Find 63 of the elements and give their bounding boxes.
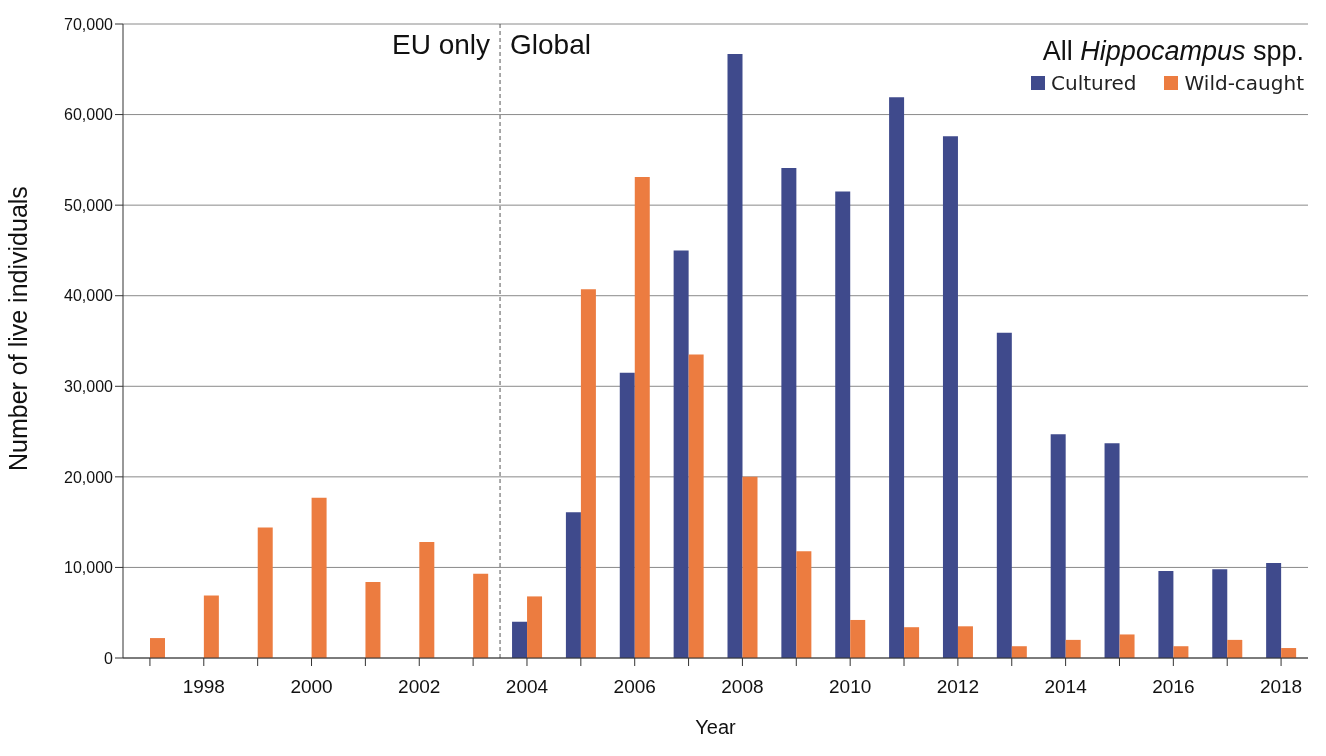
bar (1011, 646, 1027, 658)
bar (365, 581, 381, 658)
x-tick-label: 2004 (505, 676, 549, 698)
bar (527, 596, 543, 658)
bar (1119, 634, 1135, 658)
bar (1212, 569, 1228, 658)
x-axis-title: Year (695, 716, 737, 738)
x-tick-label: 2016 (1152, 676, 1195, 698)
bar (1050, 434, 1066, 658)
x-tick-label: 2018 (1259, 676, 1303, 698)
bar (850, 619, 866, 658)
bar (419, 542, 435, 658)
x-tick-label: 2010 (829, 676, 872, 698)
legend-label: Cultured (1050, 71, 1137, 95)
y-tick-label: 30,000 (64, 377, 114, 395)
bar (1227, 639, 1243, 658)
bar (996, 332, 1012, 658)
bar (203, 595, 219, 658)
bar (257, 527, 273, 658)
bar (942, 136, 958, 658)
y-axis-title: Number of live individuals (3, 186, 32, 471)
annotation: EU only (392, 29, 491, 60)
bar (835, 191, 851, 658)
bar (1281, 648, 1297, 658)
bar (957, 626, 973, 658)
bar (565, 512, 581, 658)
x-tick-label: 2014 (1044, 676, 1088, 698)
bar (150, 638, 165, 658)
bar (889, 97, 905, 658)
bar (781, 168, 797, 658)
y-tick-label: 50,000 (64, 196, 114, 214)
bar (311, 497, 327, 658)
x-tick-label: 2002 (398, 676, 441, 698)
bar (796, 551, 812, 658)
bar (1065, 639, 1081, 658)
x-tick-label: 2000 (290, 676, 333, 698)
bar (473, 573, 489, 658)
bar (512, 621, 528, 658)
bar (904, 627, 920, 658)
y-tick-label: 0 (104, 649, 114, 667)
legend-label: Wild-caught (1183, 71, 1304, 95)
x-tick-label: 2006 (613, 676, 656, 698)
bar (1173, 646, 1189, 658)
x-tick-label: 2008 (721, 676, 764, 698)
y-tick-label: 40,000 (64, 287, 114, 305)
bar (1104, 443, 1120, 658)
bar (742, 476, 758, 658)
y-tick-label: 10,000 (64, 559, 114, 577)
bar (634, 177, 650, 658)
legend-title: All Hippocampus spp. (1042, 36, 1304, 66)
bar (727, 53, 743, 658)
y-tick-label: 60,000 (64, 106, 114, 124)
bar (1266, 562, 1282, 658)
annotation: Global (510, 29, 591, 60)
bar (688, 354, 704, 658)
y-tick-label: 70,000 (64, 15, 114, 33)
bar (619, 372, 635, 658)
bar (580, 289, 596, 658)
bar (1158, 571, 1174, 658)
bar (673, 250, 689, 658)
y-tick-label: 20,000 (64, 468, 114, 486)
x-tick-label: 2012 (936, 676, 980, 698)
x-tick-label: 1998 (182, 676, 225, 698)
